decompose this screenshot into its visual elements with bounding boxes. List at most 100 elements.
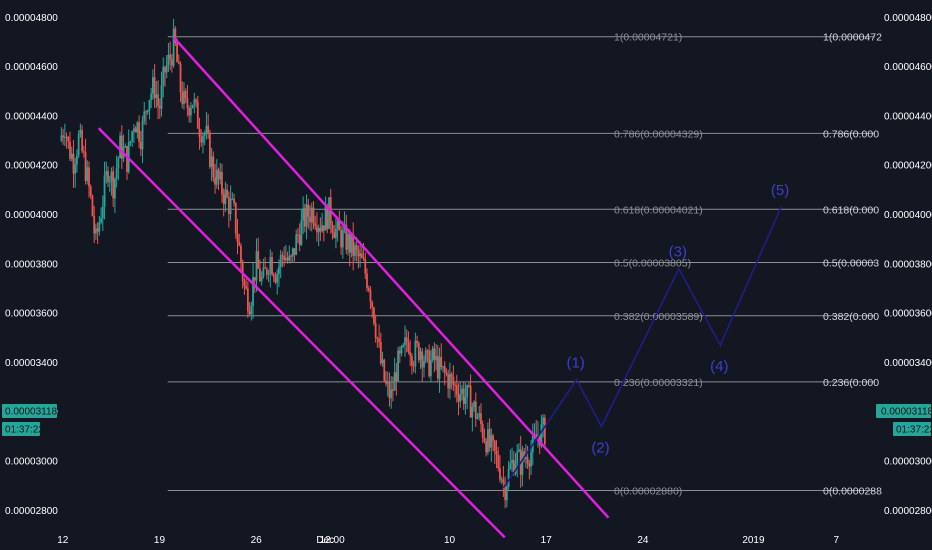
channel-trendline[interactable] <box>97 127 506 539</box>
candle-body <box>521 451 524 475</box>
candle-body <box>221 171 223 195</box>
candle-body <box>184 90 187 99</box>
candle-body <box>278 267 280 274</box>
candle-body <box>189 107 192 116</box>
candle-body <box>473 401 475 408</box>
candle-body <box>205 125 208 134</box>
candle-body <box>288 255 291 261</box>
candle-body <box>411 356 413 366</box>
candle-body <box>421 351 424 368</box>
candle-body <box>364 259 367 274</box>
candle-body <box>497 454 500 469</box>
current-price-label: 0.00003118 <box>5 407 58 418</box>
candle-body <box>217 169 220 180</box>
candle-body <box>348 233 351 253</box>
candle-body <box>100 218 102 223</box>
candle-body <box>238 241 241 246</box>
candle-body <box>74 164 77 174</box>
candle-body <box>138 122 140 142</box>
time-tick-label: 12:00 <box>320 535 345 546</box>
candle-body <box>255 251 258 281</box>
candle-body <box>274 277 277 283</box>
candle-body <box>215 169 218 185</box>
price-tick-label: 0.00003400 <box>884 358 932 369</box>
candle-body <box>395 372 398 382</box>
candle-body <box>212 156 215 178</box>
candle-body <box>136 122 139 133</box>
candle-body <box>69 141 71 159</box>
candle-body <box>345 224 348 250</box>
candle-body <box>183 90 185 104</box>
candle-body <box>324 206 327 231</box>
candle-body <box>181 92 184 104</box>
candle-body <box>312 207 315 224</box>
candle-body <box>117 158 120 169</box>
candle-body <box>200 137 203 143</box>
candle-body <box>360 253 363 258</box>
candle-body <box>108 181 111 183</box>
candle-body <box>224 189 227 205</box>
candle-body <box>469 385 472 418</box>
elliott-wave-label: (5) <box>771 182 789 199</box>
candle-body <box>62 135 65 138</box>
candle-body <box>286 257 289 261</box>
candle-body <box>81 130 84 152</box>
candle-body <box>265 268 268 275</box>
candle-body <box>480 413 482 425</box>
candle-body <box>488 429 491 448</box>
candle-body <box>231 198 234 200</box>
candle-body <box>88 167 90 187</box>
candle-body <box>67 136 70 142</box>
candle-body <box>253 277 256 281</box>
candle-body <box>98 222 101 232</box>
candle-body <box>359 253 361 257</box>
fib-level-label: 0(0.00002880) <box>614 486 682 498</box>
candle-body <box>267 273 270 275</box>
elliott-wave-line[interactable] <box>502 206 782 489</box>
candle-body <box>101 206 104 219</box>
candle-body <box>110 171 113 182</box>
price-tick-label: 0.00004000 <box>5 210 58 221</box>
candle-body <box>297 234 299 236</box>
channel-trendline[interactable] <box>172 36 610 519</box>
time-tick-label: 24 <box>637 535 649 546</box>
candle-body <box>464 396 467 404</box>
candle-body <box>222 194 225 205</box>
elliott-wave-label: (4) <box>710 358 728 375</box>
candle-body <box>310 207 313 223</box>
candle-body <box>262 267 265 277</box>
candle-body <box>367 287 370 291</box>
candle-body <box>467 385 470 387</box>
candle-body <box>443 366 446 373</box>
candle-body <box>112 171 115 199</box>
fib-level-right-label: 0.786(0.000 <box>823 128 879 140</box>
candle-body <box>202 135 204 143</box>
candle-body <box>317 228 320 233</box>
candle-body <box>236 233 239 242</box>
candle-body <box>281 255 284 257</box>
fib-level-label: 0.618(0.00004021) <box>614 204 703 216</box>
candle-body <box>373 307 375 324</box>
candle-body <box>141 120 144 150</box>
time-tick-label: 12 <box>57 535 69 546</box>
candle-body <box>433 348 436 361</box>
candle-body <box>234 202 237 234</box>
fib-level-right-label: 0.5(0.00003 <box>823 258 879 270</box>
candle-body <box>542 417 545 425</box>
descending-channel[interactable] <box>97 36 610 539</box>
candle-body <box>84 152 87 181</box>
candle-body <box>105 171 108 176</box>
price-tick-label: 0.00003600 <box>884 309 932 320</box>
candle-body <box>145 111 147 113</box>
candle-body <box>164 66 166 73</box>
candle-body <box>298 235 301 245</box>
candle-body <box>86 167 89 181</box>
candle-body <box>355 245 358 250</box>
price-tick-label: 0.00003800 <box>5 259 58 270</box>
candle-body <box>390 389 393 399</box>
elliott-wave-projection[interactable]: (1) (2) (3) (4) (5) <box>502 182 789 489</box>
candle-body <box>326 206 329 229</box>
candle-body <box>409 351 412 357</box>
